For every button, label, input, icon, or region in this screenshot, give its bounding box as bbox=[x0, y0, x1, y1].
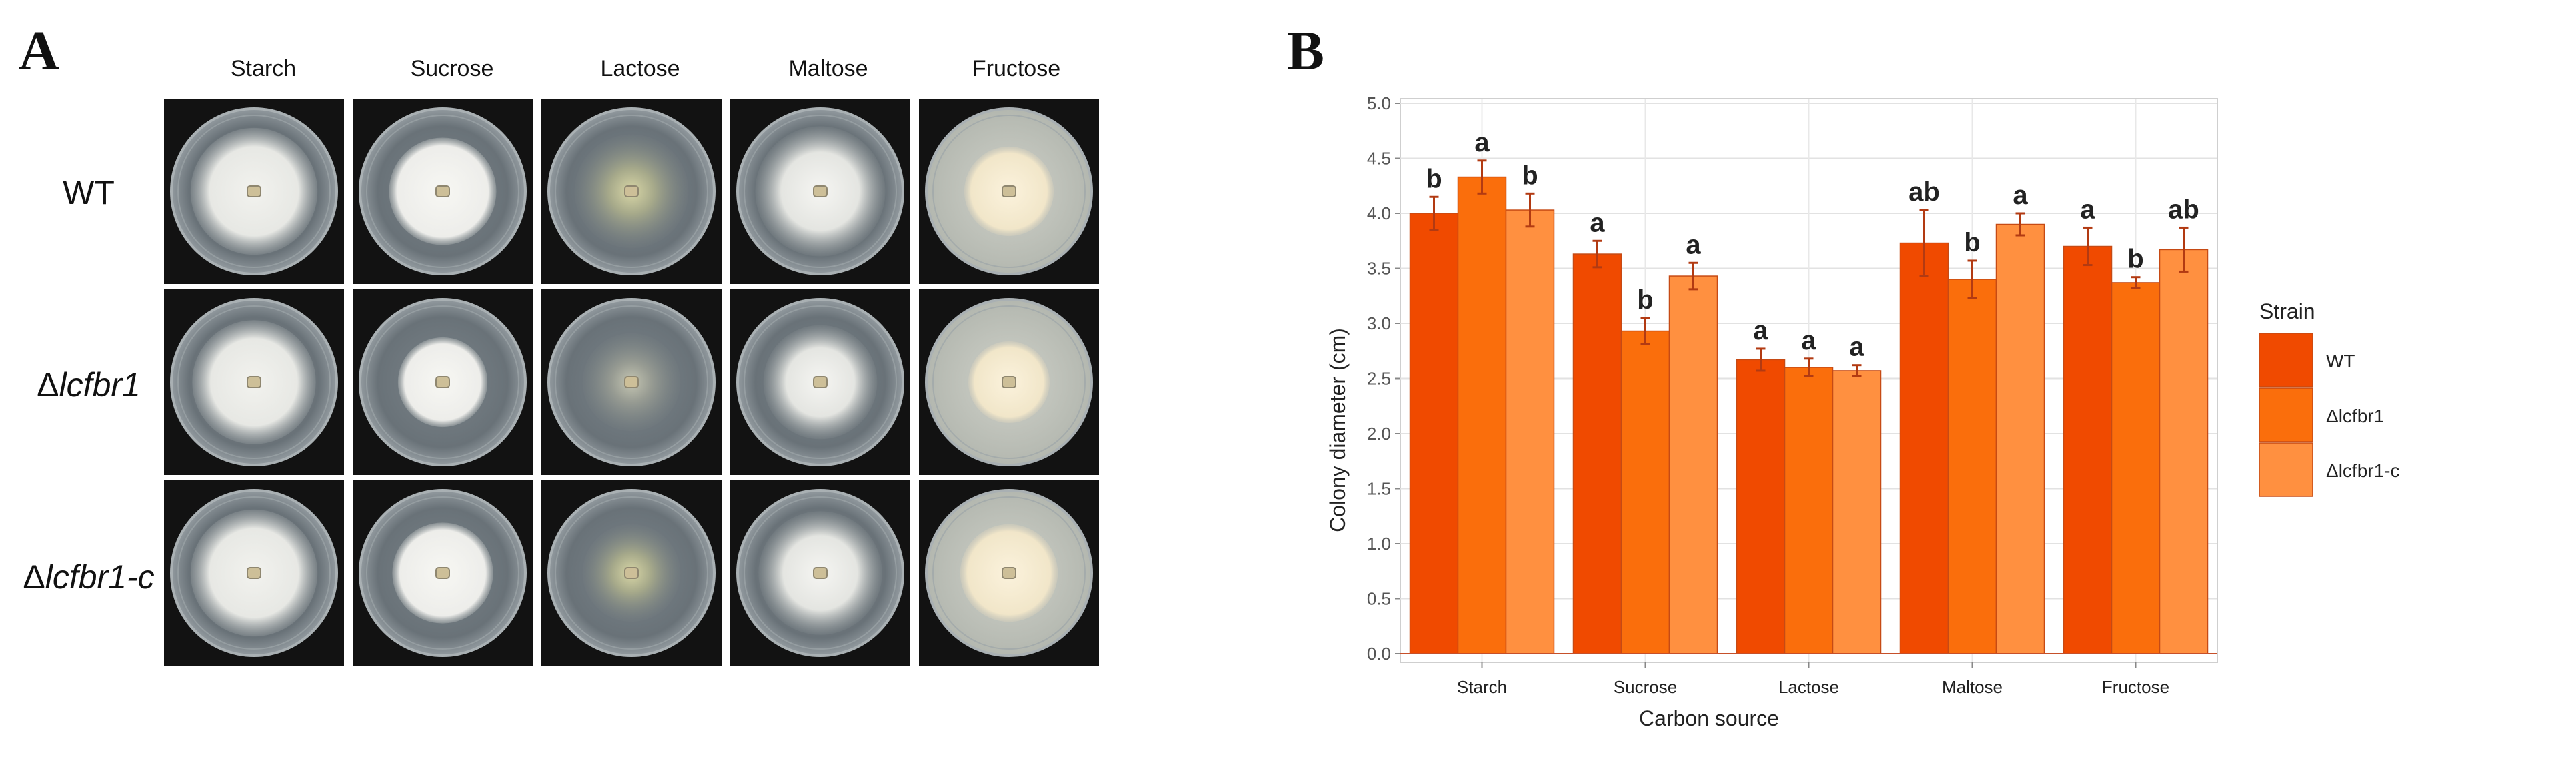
plate-column-header: Maltose bbox=[788, 56, 868, 81]
x-tick-label: Fructose bbox=[2102, 677, 2169, 697]
bar bbox=[1736, 359, 1786, 654]
significance-label: b bbox=[1522, 161, 1538, 190]
petri-plate bbox=[353, 99, 533, 284]
significance-label: a bbox=[1590, 208, 1605, 237]
plate-column-header: Fructose bbox=[972, 56, 1061, 81]
petri-plate bbox=[541, 99, 722, 284]
bar bbox=[1668, 275, 1718, 654]
significance-label: b bbox=[2127, 245, 2143, 274]
bar bbox=[1572, 253, 1622, 654]
bar bbox=[1947, 279, 1997, 654]
petri-plate bbox=[730, 480, 910, 666]
y-tick-label: 4.5 bbox=[1367, 149, 1391, 169]
significance-label: b bbox=[1964, 228, 1980, 257]
petri-plate bbox=[541, 480, 722, 666]
significance-label: b bbox=[1637, 285, 1653, 315]
panel-a-label: A bbox=[19, 20, 59, 82]
legend-swatch bbox=[2259, 388, 2313, 442]
significance-label: b bbox=[1426, 164, 1442, 193]
petri-plate bbox=[730, 99, 910, 284]
legend-title: Strain bbox=[2259, 299, 2315, 323]
plate-row-label: Δlcfbr1 bbox=[37, 366, 141, 404]
plate-row-label: Δlcfbr1-c bbox=[23, 558, 155, 596]
legend-label: WT bbox=[2326, 351, 2355, 371]
panel-b-label: B bbox=[1287, 20, 1325, 82]
plate-column-header: Lactose bbox=[600, 56, 680, 81]
significance-label: ab bbox=[2168, 195, 2199, 224]
y-tick-label: 1.0 bbox=[1367, 534, 1391, 554]
significance-label: a bbox=[1474, 128, 1490, 157]
bar bbox=[1995, 223, 2045, 654]
petri-plate bbox=[164, 480, 344, 666]
petri-plate bbox=[919, 480, 1099, 666]
bar bbox=[1899, 242, 1949, 654]
significance-label: a bbox=[1849, 333, 1864, 362]
petri-plate bbox=[164, 99, 344, 284]
bar bbox=[1620, 330, 1670, 654]
significance-label: a bbox=[1753, 316, 1768, 345]
petri-plate bbox=[919, 99, 1099, 284]
legend-swatch bbox=[2259, 442, 2313, 497]
x-tick-label: Sucrose bbox=[1614, 677, 1677, 697]
y-tick-label: 3.0 bbox=[1367, 313, 1391, 333]
y-tick-label: 4.0 bbox=[1367, 203, 1391, 223]
bar bbox=[2063, 245, 2113, 654]
plate-column-header: Starch bbox=[230, 56, 297, 81]
petri-plate bbox=[541, 289, 722, 475]
petri-plate-grid bbox=[164, 99, 1099, 666]
x-axis-title: Carbon source bbox=[1639, 706, 1779, 730]
significance-label: a bbox=[1801, 326, 1816, 355]
y-axis-title: Colony diameter (cm) bbox=[1326, 328, 1350, 532]
y-tick-label: 2.0 bbox=[1367, 424, 1391, 444]
legend: WT Δlcfbr1 Δlcfbr1-c bbox=[2259, 333, 2400, 497]
bar bbox=[2111, 282, 2161, 654]
petri-plate bbox=[164, 289, 344, 475]
plate-column-header: Sucrose bbox=[410, 56, 494, 81]
petri-plate bbox=[919, 289, 1099, 475]
petri-plate bbox=[730, 289, 910, 475]
significance-label: a bbox=[2013, 181, 2028, 210]
x-tick-label: Lactose bbox=[1778, 677, 1839, 697]
legend-label: Δlcfbr1-c bbox=[2326, 460, 2400, 481]
colony-diameter-chart: 0.00.51.01.52.02.53.03.54.04.55.0baaabaa… bbox=[1326, 93, 2400, 730]
petri-plate bbox=[353, 480, 533, 666]
bar bbox=[1409, 213, 1459, 654]
y-tick-label: 1.5 bbox=[1367, 479, 1391, 499]
y-tick-label: 3.5 bbox=[1367, 259, 1391, 279]
y-tick-label: 0.5 bbox=[1367, 589, 1391, 609]
plate-row-label: WT bbox=[63, 174, 115, 211]
bar bbox=[1784, 367, 1834, 654]
y-tick-label: 2.5 bbox=[1367, 369, 1391, 389]
x-tick-label: Maltose bbox=[1942, 677, 2003, 697]
y-tick-label: 5.0 bbox=[1367, 93, 1391, 113]
significance-label: a bbox=[1686, 230, 1701, 259]
legend-label: Δlcfbr1 bbox=[2326, 406, 2384, 426]
bar bbox=[1832, 370, 1882, 654]
bar bbox=[1505, 209, 1555, 654]
bar bbox=[2159, 249, 2209, 654]
petri-plate bbox=[353, 289, 533, 475]
legend-swatch bbox=[2259, 333, 2313, 388]
y-tick-label: 0.0 bbox=[1367, 644, 1391, 664]
x-tick-label: Starch bbox=[1457, 677, 1507, 697]
significance-label: a bbox=[2080, 195, 2095, 224]
significance-label: ab bbox=[1908, 177, 1940, 207]
bar bbox=[1457, 176, 1507, 654]
